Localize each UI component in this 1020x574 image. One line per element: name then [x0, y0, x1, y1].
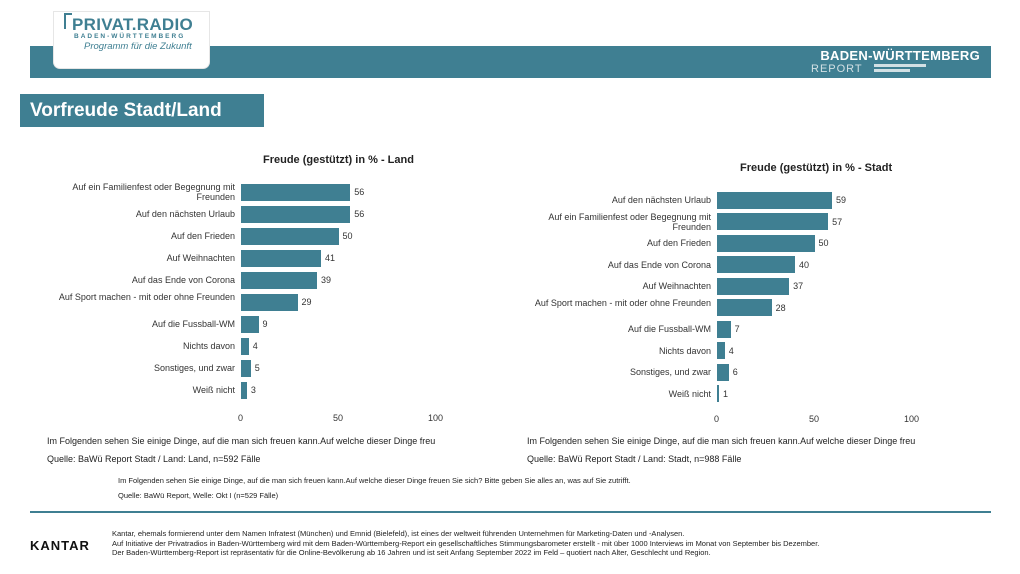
kantar-logo: KANTAR: [30, 538, 90, 553]
chart-title: Freude (gestützt) in % - Land: [263, 154, 414, 166]
footer-line-1: Kantar, ehemals formierend unter dem Nam…: [112, 529, 685, 538]
x-tick-label: 100: [428, 413, 444, 423]
value-label: 39: [321, 275, 332, 285]
bar: [241, 293, 298, 311]
category-label: Auf das Ende von Corona: [607, 259, 711, 270]
value-label: 29: [301, 297, 312, 307]
bar: [717, 320, 731, 338]
bar: [241, 205, 351, 223]
bar: [241, 337, 249, 355]
report-title: BADEN-WÜRTTEMBERG: [820, 48, 980, 63]
category-label: Auf Sport machen - mit oder ohne Freunde…: [58, 292, 235, 302]
x-tick-label: 100: [904, 414, 920, 424]
category-label: Auf die Fussball-WM: [151, 319, 235, 329]
footer-line-3: Der Baden-Württemberg-Report ist repräse…: [112, 548, 711, 557]
category-label: Auf die Fussball-WM: [627, 324, 711, 334]
value-label: 6: [732, 367, 738, 377]
category-label: Auf Sport machen - mit oder ohne Freunde…: [534, 297, 711, 308]
category-label: Auf das Ende von Corona: [131, 275, 235, 285]
logo-main: PRIVAT.RADIO: [72, 15, 194, 34]
value-label: 9: [262, 319, 268, 329]
value-label: 4: [252, 341, 258, 351]
category-label: Nichts davon: [182, 341, 235, 351]
bar: [717, 299, 772, 316]
category-label: Nichts davon: [658, 345, 711, 356]
category-label: Weiß nicht: [668, 388, 711, 399]
category-label: Weiß nicht: [192, 385, 235, 395]
value-label: 41: [324, 253, 335, 263]
value-label: 1: [722, 388, 728, 399]
bar: [241, 227, 339, 245]
bar: [241, 359, 251, 377]
page-title: Vorfreude Stadt/Land: [20, 94, 264, 127]
x-tick-label: 50: [333, 413, 344, 423]
value-label: 7: [734, 324, 740, 334]
value-label: 56: [354, 187, 365, 197]
bar: [241, 183, 351, 201]
bar: [717, 342, 725, 359]
category-label: Auf Weihnachten: [166, 253, 235, 263]
category-label: Auf Weihnachten: [642, 281, 711, 291]
question-right: Im Folgenden sehen Sie einige Dinge, auf…: [527, 436, 916, 446]
category-label: Auf ein Familienfest oder Begegnung mit …: [72, 182, 235, 202]
source-full: Quelle: BaWü Report, Welle: Okt I (n=529…: [118, 491, 279, 500]
chart-title: Freude (gestützt) in % - Stadt: [740, 162, 893, 174]
value-label: 59: [836, 195, 847, 205]
value-label: 28: [775, 302, 786, 313]
bar: [241, 249, 321, 267]
value-label: 5: [254, 363, 260, 373]
category-label: Sonstiges, und zwar: [629, 367, 711, 377]
bar: [241, 315, 259, 333]
x-tick-label: 0: [714, 414, 720, 424]
bar: [717, 277, 790, 295]
value-label: 37: [793, 281, 804, 291]
category-label: Sonstiges, und zwar: [153, 363, 235, 373]
logo-box: [54, 12, 209, 68]
footer-line-2: Auf Initiative der Privatradios in Baden…: [112, 539, 820, 548]
bar: [717, 363, 729, 381]
category-label: Auf den nächsten Urlaub: [135, 209, 235, 219]
report-bars-icon: [874, 64, 926, 72]
logo-tagline: Programm für die Zukunft: [84, 41, 192, 52]
x-tick-label: 0: [238, 413, 244, 423]
value-label: 3: [250, 385, 256, 395]
question-left: Im Folgenden sehen Sie einige Dinge, auf…: [47, 436, 436, 446]
value-label: 4: [728, 345, 734, 356]
value-label: 50: [818, 238, 829, 248]
logo-bracket-icon: [64, 13, 72, 29]
bar: [241, 381, 247, 399]
source-right: Quelle: BaWü Report Stadt / Land: Stadt,…: [527, 454, 742, 464]
value-label: 40: [799, 259, 810, 270]
source-left: Quelle: BaWü Report Stadt / Land: Land, …: [47, 454, 261, 464]
bar: [717, 234, 815, 252]
question-full: Im Folgenden sehen Sie einige Dinge, auf…: [118, 476, 631, 485]
category-label: Auf den nächsten Urlaub: [611, 195, 711, 205]
logo-sub: BADEN-WÜRTTEMBERG: [74, 33, 186, 40]
bar: [717, 191, 833, 209]
bar: [717, 213, 829, 230]
category-label: Auf ein Familienfest oder Begegnung mit …: [548, 211, 711, 232]
footer-divider: [30, 511, 991, 513]
value-label: 50: [342, 231, 353, 241]
value-label: 57: [832, 216, 843, 227]
bar: [717, 256, 795, 273]
category-label: Auf den Frieden: [170, 231, 235, 241]
x-tick-label: 50: [809, 414, 820, 424]
bar: [717, 385, 719, 402]
report-subtitle: REPORT: [811, 63, 863, 75]
bar: [241, 271, 318, 289]
value-label: 56: [354, 209, 365, 219]
category-label: Auf den Frieden: [646, 238, 711, 248]
